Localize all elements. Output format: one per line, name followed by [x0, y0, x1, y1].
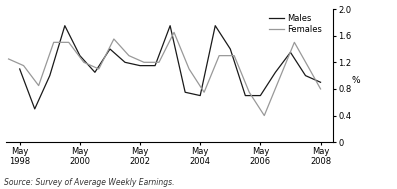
Males: [303, 74, 308, 77]
Males: [288, 51, 293, 53]
Females: [36, 84, 41, 87]
Line: Males: Males: [20, 26, 320, 109]
Females: [187, 68, 191, 70]
Females: [142, 61, 146, 64]
Females: [66, 41, 71, 43]
Females: [318, 88, 323, 90]
Males: [243, 94, 248, 97]
Males: [17, 68, 22, 70]
Females: [262, 114, 267, 117]
Males: [62, 25, 67, 27]
Males: [47, 74, 52, 77]
Y-axis label: %: %: [351, 76, 360, 85]
Females: [172, 31, 176, 33]
Females: [81, 61, 86, 64]
Females: [96, 68, 101, 70]
Males: [153, 64, 158, 67]
Males: [258, 94, 263, 97]
Males: [33, 108, 37, 110]
Females: [127, 54, 131, 57]
Females: [21, 64, 26, 67]
Females: [112, 38, 116, 40]
Females: [51, 41, 56, 43]
Females: [232, 54, 237, 57]
Males: [123, 61, 127, 64]
Males: [77, 54, 82, 57]
Text: Source: Survey of Average Weekly Earnings.: Source: Survey of Average Weekly Earning…: [4, 178, 174, 187]
Line: Females: Females: [9, 32, 320, 115]
Males: [228, 48, 233, 50]
Males: [108, 48, 112, 50]
Males: [168, 25, 173, 27]
Females: [156, 61, 161, 64]
Females: [247, 91, 252, 93]
Males: [198, 94, 202, 97]
Females: [202, 91, 206, 93]
Males: [318, 81, 323, 83]
Males: [93, 71, 97, 73]
Males: [213, 25, 218, 27]
Females: [307, 68, 312, 70]
Legend: Males, Females: Males, Females: [268, 13, 323, 35]
Males: [273, 71, 278, 73]
Females: [292, 41, 297, 43]
Females: [277, 78, 282, 80]
Males: [138, 64, 143, 67]
Females: [6, 58, 11, 60]
Males: [183, 91, 187, 93]
Females: [217, 54, 222, 57]
